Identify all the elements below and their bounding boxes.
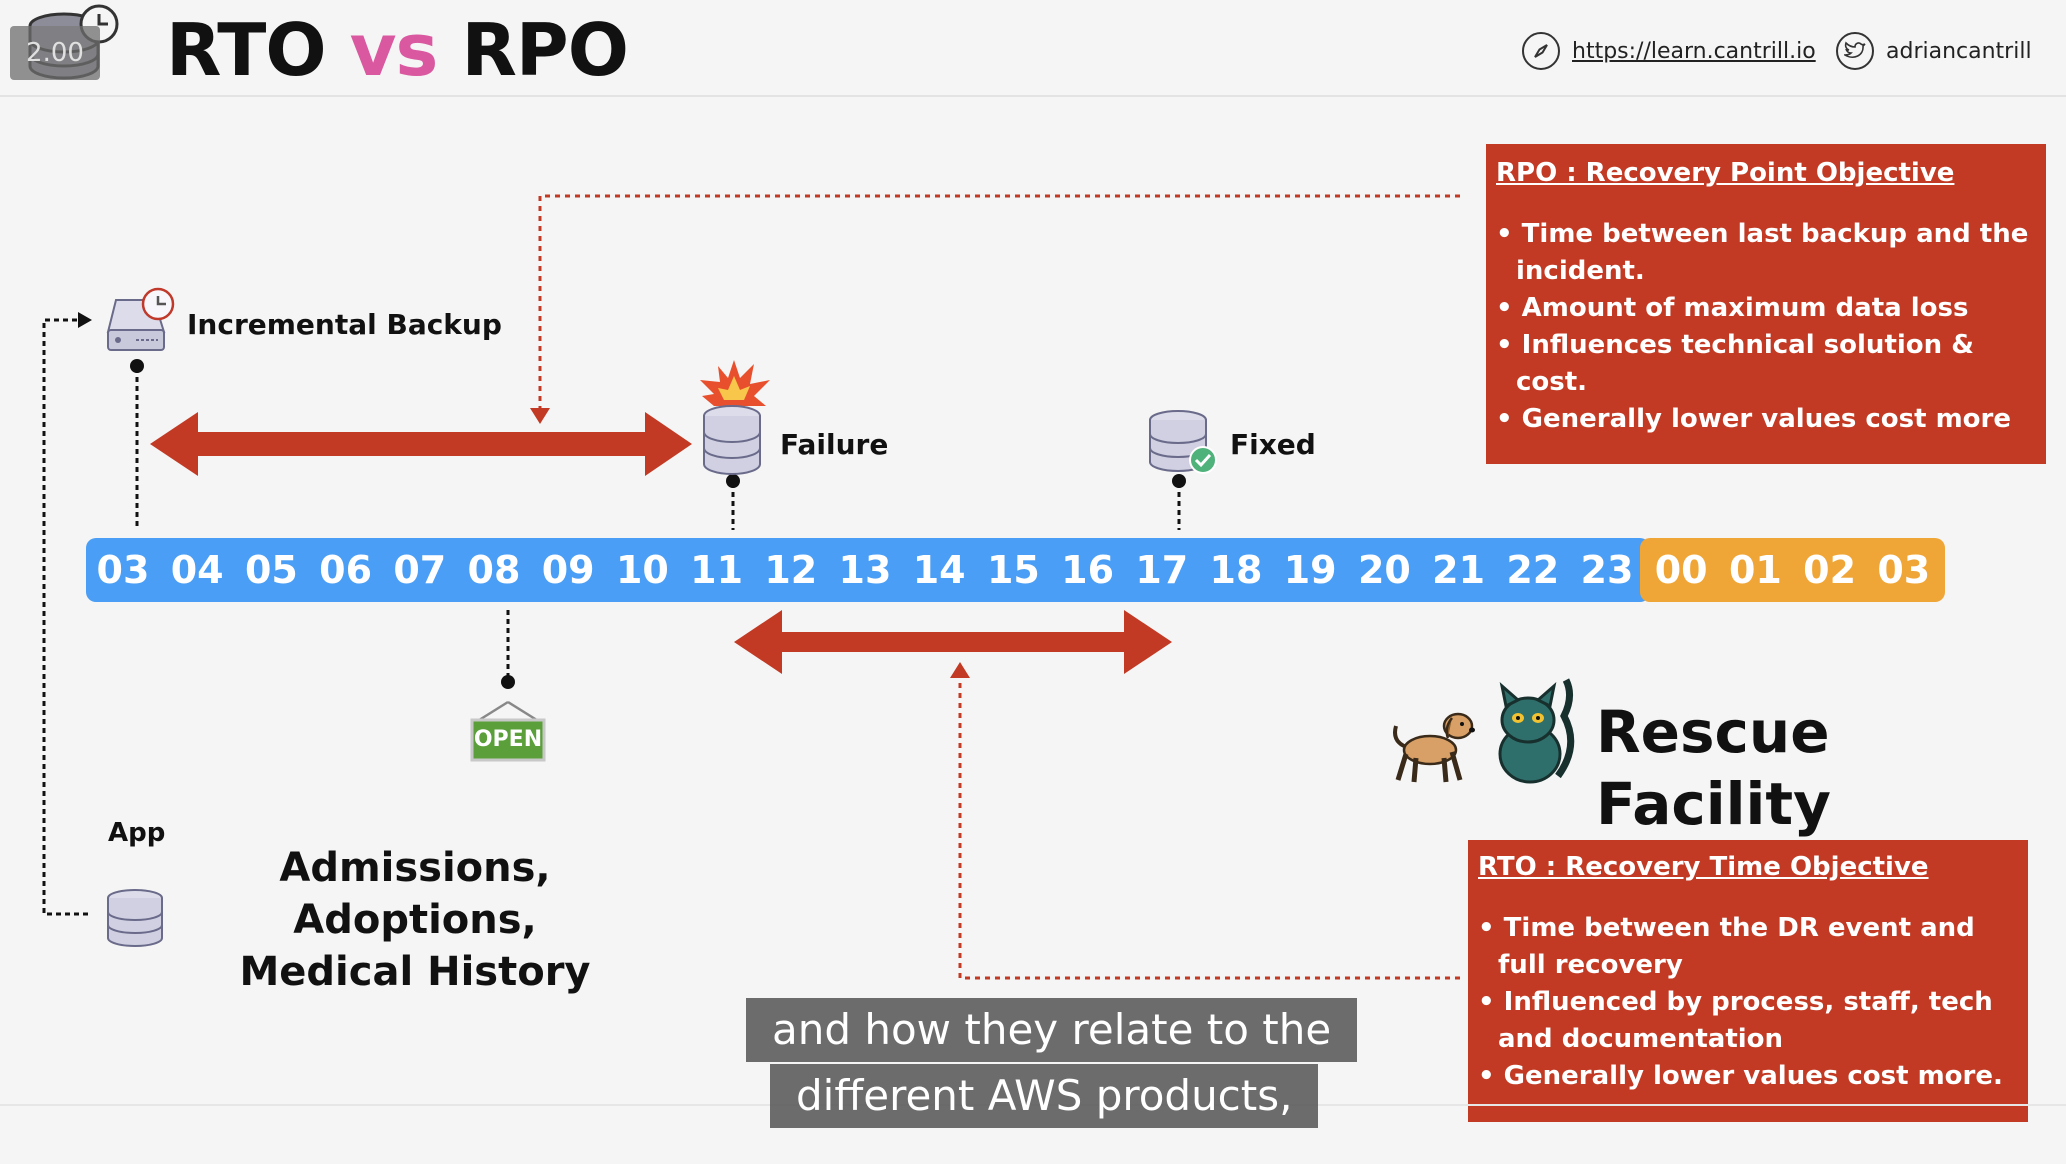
hour-tick-2: 05 xyxy=(244,548,298,592)
hour-tick-3: 06 xyxy=(319,548,373,592)
hour-tick-4: 07 xyxy=(393,548,447,592)
rto-pointer-line xyxy=(958,676,1460,980)
backup-icon xyxy=(106,286,176,356)
page-title: RTO vs RPO xyxy=(166,2,629,98)
day-two-segment xyxy=(1640,538,1945,602)
hour-tick-22: 01 xyxy=(1728,548,1782,592)
failure-label: Failure xyxy=(780,428,889,461)
website-link[interactable]: https://learn.cantrill.io xyxy=(1522,30,1816,72)
hour-tick-8: 11 xyxy=(690,548,744,592)
rto-title: RTO : Recovery Time Objective xyxy=(1478,852,1929,882)
header-divider xyxy=(0,95,2066,97)
rpo-info-box: RPO : Recovery Point Objective Time betw… xyxy=(1486,144,2046,464)
hour-tick-7: 10 xyxy=(615,548,669,592)
subtitle-line-1: and how they relate to the xyxy=(746,998,1358,1062)
title-rpo: RPO xyxy=(461,8,628,92)
open-sign-icon xyxy=(470,700,546,762)
app-backup-link-arrowhead xyxy=(78,312,92,328)
app-database-icon xyxy=(104,888,166,954)
rescue-facility-title: Rescue Facility xyxy=(1596,698,1831,838)
hour-tick-1: 04 xyxy=(170,548,224,592)
rpo-pointer-arrowhead xyxy=(530,408,550,424)
hour-tick-10: 13 xyxy=(838,548,892,592)
rpo-pointer-line xyxy=(538,194,1460,410)
hour-tick-11: 14 xyxy=(912,548,966,592)
rpo-bullet-list: Time between last backup and the inciden… xyxy=(1496,216,2036,438)
day-one-segment xyxy=(86,538,1651,602)
cat-icon xyxy=(1488,676,1576,790)
playback-speed-badge[interactable]: 2.00 xyxy=(10,26,100,80)
hour-tick-17: 20 xyxy=(1357,548,1411,592)
title-vs: vs xyxy=(349,8,439,92)
hour-tick-9: 12 xyxy=(764,548,818,592)
hour-tick-21: 00 xyxy=(1654,548,1708,592)
website-url[interactable]: https://learn.cantrill.io xyxy=(1572,38,1816,64)
subtitle-line-2: different AWS products, xyxy=(770,1064,1319,1128)
rpo_box-bullet: Amount of maximum data loss xyxy=(1496,290,2036,327)
app-description: Admissions, Adoptions, Medical History xyxy=(239,845,591,995)
hour-tick-5: 08 xyxy=(467,548,521,592)
open-sign-text: OPEN xyxy=(473,727,543,752)
rpo_box-bullet: Influences technical solution & cost. xyxy=(1496,327,2036,401)
hour-tick-20: 23 xyxy=(1580,548,1634,592)
hour-tick-12: 15 xyxy=(986,548,1040,592)
rto-pointer-arrowhead xyxy=(950,662,970,678)
event-dots xyxy=(130,359,1186,689)
rpo-title: RPO : Recovery Point Objective xyxy=(1496,158,1955,188)
twitter-link[interactable]: adriancantrill xyxy=(1836,30,2032,72)
app-label: App xyxy=(108,818,166,848)
fixed-label: Fixed xyxy=(1230,428,1316,461)
hour-tick-24: 03 xyxy=(1877,548,1931,592)
rto_box-bullet: Influenced by process, staff, tech and d… xyxy=(1478,984,2018,1058)
rpo_box-bullet: Time between last backup and the inciden… xyxy=(1496,216,2036,290)
hour-tick-14: 17 xyxy=(1135,548,1189,592)
hour-tick-6: 09 xyxy=(541,548,595,592)
open-sign: OPEN xyxy=(470,690,546,762)
rto-bullet-list: Time between the DR event and full recov… xyxy=(1478,910,2018,1095)
hour-tick-18: 21 xyxy=(1432,548,1486,592)
hour-tick-23: 02 xyxy=(1803,548,1857,592)
rto_box-bullet: Generally lower values cost more. xyxy=(1478,1058,2018,1095)
dog-icon xyxy=(1388,700,1476,788)
event-drop-lines xyxy=(135,368,1181,676)
rpo-span-arrow xyxy=(150,412,692,476)
hour-tick-19: 22 xyxy=(1506,548,1560,592)
fixed-icon xyxy=(1146,410,1222,480)
hour-tick-15: 18 xyxy=(1209,548,1263,592)
title-rto: RTO xyxy=(166,8,327,92)
rto-info-box: RTO : Recovery Time Objective Time betwe… xyxy=(1468,840,2028,1122)
hour-tick-16: 19 xyxy=(1283,548,1337,592)
incremental-backup-label: Incremental Backup xyxy=(187,308,502,341)
hour-tick-13: 16 xyxy=(1061,548,1115,592)
app-backup-link-line xyxy=(42,318,88,916)
hour-tick-0: 03 xyxy=(96,548,150,592)
twitter-handle[interactable]: adriancantrill xyxy=(1886,38,2032,64)
compass-icon xyxy=(1522,32,1560,70)
rto_box-bullet: Time between the DR event and full recov… xyxy=(1478,910,2018,984)
hour-timeline: 03 04 05 06 07 08 09 10 11 12 13 14 15 16 17 18 19 20 21 22… xyxy=(86,538,1951,602)
rpo_box-bullet: Generally lower values cost more xyxy=(1496,401,2036,438)
failure-icon xyxy=(696,360,772,480)
rto-span-arrow xyxy=(734,610,1172,674)
twitter-icon xyxy=(1836,32,1874,70)
